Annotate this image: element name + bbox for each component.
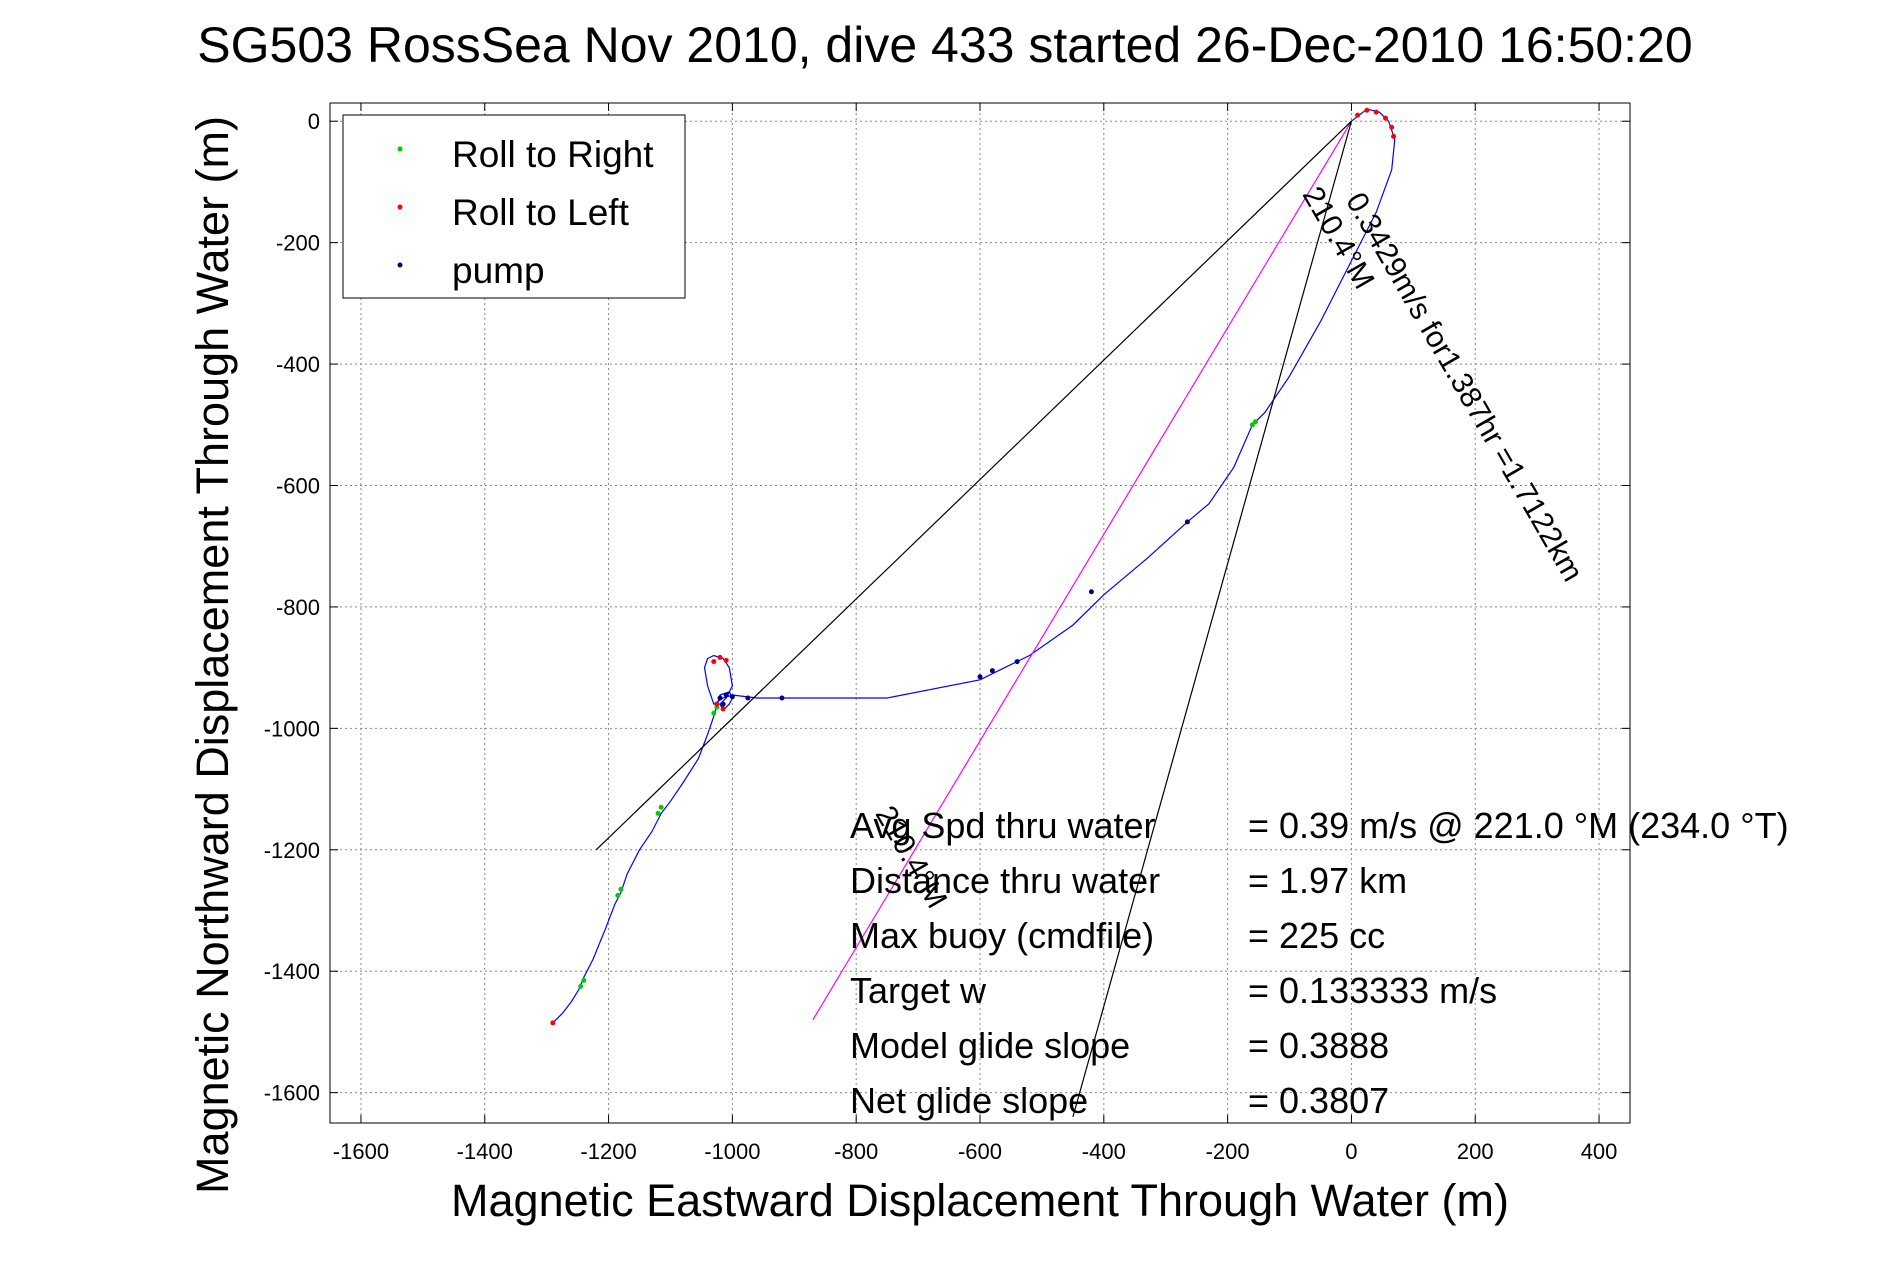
y-tick-label: -1600 (264, 1081, 320, 1106)
stat-value: = 0.39 m/s @ 221.0 °M (234.0 °T) (1248, 805, 1789, 846)
x-tick-label: -1600 (333, 1139, 389, 1164)
y-tick-label: -800 (276, 595, 320, 620)
marker-roll-right (1249, 422, 1255, 428)
x-tick-label: 0 (1345, 1139, 1357, 1164)
y-tick-label: -400 (276, 352, 320, 377)
marker-pump (779, 695, 785, 701)
marker-pump (717, 695, 723, 701)
y-tick-label: -1000 (264, 716, 320, 741)
marker-pump (1088, 589, 1094, 595)
x-axis-label: Magnetic Eastward Displacement Through W… (451, 1175, 1509, 1226)
marker-roll-left (720, 706, 726, 712)
legend: Roll to Right Roll to Left pump (342, 114, 686, 299)
stat-label: Avg Spd thru water (850, 805, 1156, 846)
marker-roll-right (578, 983, 584, 989)
marker-roll-right (655, 810, 661, 816)
y-tick-label: -1200 (264, 838, 320, 863)
marker-roll-left (1389, 124, 1395, 130)
marker-pump (1184, 519, 1190, 525)
series-line-3 (1072, 121, 1352, 1118)
stat-value: = 225 cc (1248, 915, 1385, 956)
marker-roll-left (723, 657, 729, 663)
legend-marker (397, 204, 403, 210)
y-tick-label: 0 (308, 109, 320, 134)
x-tick-label: -1400 (457, 1139, 513, 1164)
marker-pump (720, 701, 726, 707)
marker-roll-right (711, 710, 717, 716)
stat-value: = 0.3807 (1248, 1080, 1389, 1121)
legend-label: Roll to Left (452, 192, 630, 233)
chart-series (552, 108, 1396, 1118)
stat-value: = 0.133333 m/s (1248, 970, 1497, 1011)
marker-roll-left (717, 654, 723, 660)
x-tick-label: -600 (958, 1139, 1002, 1164)
x-tick-label: -400 (1082, 1139, 1126, 1164)
chart-title: SG503 RossSea Nov 2010, dive 433 started… (197, 17, 1692, 73)
stat-label: Model glide slope (850, 1025, 1130, 1066)
legend-marker (397, 146, 403, 152)
y-tick-label: -200 (276, 231, 320, 256)
chart-markers (550, 107, 1397, 1026)
legend-marker (397, 262, 403, 268)
stat-label: Net glide slope (850, 1080, 1088, 1121)
marker-roll-left (711, 659, 717, 665)
marker-roll-left (550, 1020, 556, 1026)
marker-roll-right (618, 886, 624, 892)
stat-label: Max buoy (cmdfile) (850, 915, 1154, 956)
marker-pump (989, 668, 995, 674)
marker-roll-left (1382, 115, 1388, 121)
marker-pump (977, 674, 983, 680)
stat-value: = 1.97 km (1248, 860, 1407, 901)
stats-panel: Avg Spd thru water = 0.39 m/s @ 221.0 °M … (850, 805, 1789, 1121)
y-tick-label: -600 (276, 474, 320, 499)
stat-label: Target w (850, 970, 987, 1011)
stat-value: = 0.3888 (1248, 1025, 1389, 1066)
x-tick-label: -800 (834, 1139, 878, 1164)
legend-label: pump (452, 250, 545, 291)
x-tick-label: 200 (1457, 1139, 1494, 1164)
marker-roll-left (1355, 112, 1361, 118)
marker-pump (1014, 659, 1020, 665)
y-axis-label: Magnetic Northward Displacement Through … (187, 116, 238, 1194)
y-tick-label: -1400 (264, 959, 320, 984)
marker-pump (729, 694, 735, 700)
legend-label: Roll to Right (452, 134, 654, 175)
marker-roll-right (581, 977, 587, 983)
marker-roll-left (714, 701, 720, 707)
x-tick-label: 400 (1581, 1139, 1618, 1164)
marker-roll-left (1391, 133, 1397, 139)
series-line-2 (595, 120, 1352, 851)
marker-roll-right (658, 804, 664, 810)
marker-roll-right (1252, 419, 1258, 425)
x-tick-label: -200 (1206, 1139, 1250, 1164)
axis-ticks: -1600 -1400 -1200 -1000 -800 -600 -400 -200 0 200… (264, 103, 1630, 1164)
series-line-1 (812, 120, 1352, 1021)
marker-pump (745, 695, 751, 701)
marker-roll-left (1373, 109, 1379, 115)
marker-roll-left (1364, 107, 1370, 113)
marker-pump (723, 692, 729, 698)
x-tick-label: -1200 (580, 1139, 636, 1164)
stat-label: Distance thru water (850, 860, 1160, 901)
x-tick-label: -1000 (704, 1139, 760, 1164)
marker-roll-right (615, 892, 621, 898)
